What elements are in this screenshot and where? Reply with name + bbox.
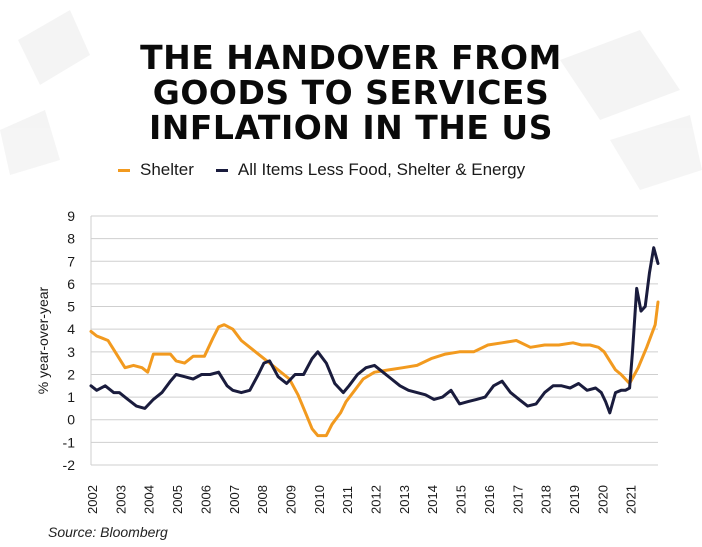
- legend-item-core: All Items Less Food, Shelter & Energy: [215, 160, 526, 180]
- series-line-shelter: [89, 300, 660, 438]
- y-tick-label: 9: [67, 208, 75, 224]
- x-tick-label: 2014: [425, 485, 440, 514]
- x-tick-label: 2017: [510, 485, 525, 514]
- legend-label-core: All Items Less Food, Shelter & Energy: [237, 160, 526, 179]
- chart-title: THE HANDOVER FROM GOODS TO SERVICES INFL…: [60, 40, 642, 145]
- y-tick-labels: 9 8 7 6 5 4 3 2 1 0 -1 -2: [63, 208, 76, 473]
- y-tick-label: -2: [63, 457, 76, 473]
- y-tick-label: 0: [67, 412, 75, 428]
- legend-label-shelter: Shelter: [140, 160, 194, 179]
- grid-lines: [90, 215, 658, 466]
- x-tick-label: 2016: [482, 485, 497, 514]
- source-note: Source: Bloomberg: [48, 524, 168, 540]
- legend-item-shelter: Shelter: [118, 160, 194, 180]
- series-lines: [89, 246, 660, 438]
- x-tick-label: 2003: [113, 485, 128, 514]
- y-tick-label: -1: [63, 434, 76, 450]
- x-tick-label: 2021: [624, 485, 639, 514]
- legend: Shelter All Items Less Food, Shelter & E…: [118, 160, 547, 180]
- x-tick-label: 2013: [397, 485, 412, 514]
- x-tick-label: 2009: [283, 485, 298, 514]
- series-line-core: [89, 246, 660, 415]
- y-tick-label: 3: [67, 344, 75, 360]
- x-tick-label: 2006: [198, 485, 213, 514]
- x-tick-label: 2019: [567, 485, 582, 514]
- title-line-1: THE HANDOVER FROM: [140, 38, 562, 77]
- y-tick-label: 2: [67, 366, 75, 382]
- x-tick-label: 2012: [369, 485, 384, 514]
- title-line-3: INFLATION IN THE US: [148, 108, 553, 147]
- x-tick-label: 2015: [454, 485, 469, 514]
- legend-swatch-core: [215, 168, 228, 172]
- x-tick-label: 2008: [255, 485, 270, 514]
- y-tick-label: 7: [67, 253, 75, 269]
- y-axis-label: % year-over-year: [35, 286, 51, 394]
- y-tick-label: 1: [67, 389, 75, 405]
- legend-swatch-shelter: [118, 168, 130, 172]
- x-tick-label: 2010: [312, 485, 327, 514]
- x-tick-label: 2004: [142, 485, 157, 514]
- x-tick-label: 2007: [227, 485, 242, 514]
- y-tick-label: 4: [67, 321, 75, 337]
- title-line-2: GOODS TO SERVICES: [152, 73, 550, 112]
- x-tick-labels: 2002 2003 2004 2005 2006 2007 2008 2009 2010 2011…: [85, 485, 639, 514]
- y-tick-label: 5: [67, 299, 75, 315]
- y-tick-label: 6: [67, 276, 75, 292]
- x-tick-label: 2005: [170, 485, 185, 514]
- x-tick-label: 2011: [340, 486, 355, 514]
- x-tick-label: 2018: [539, 485, 554, 514]
- x-tick-label: 2002: [85, 485, 100, 514]
- x-tick-label: 2020: [595, 485, 610, 514]
- y-tick-label: 8: [67, 231, 75, 247]
